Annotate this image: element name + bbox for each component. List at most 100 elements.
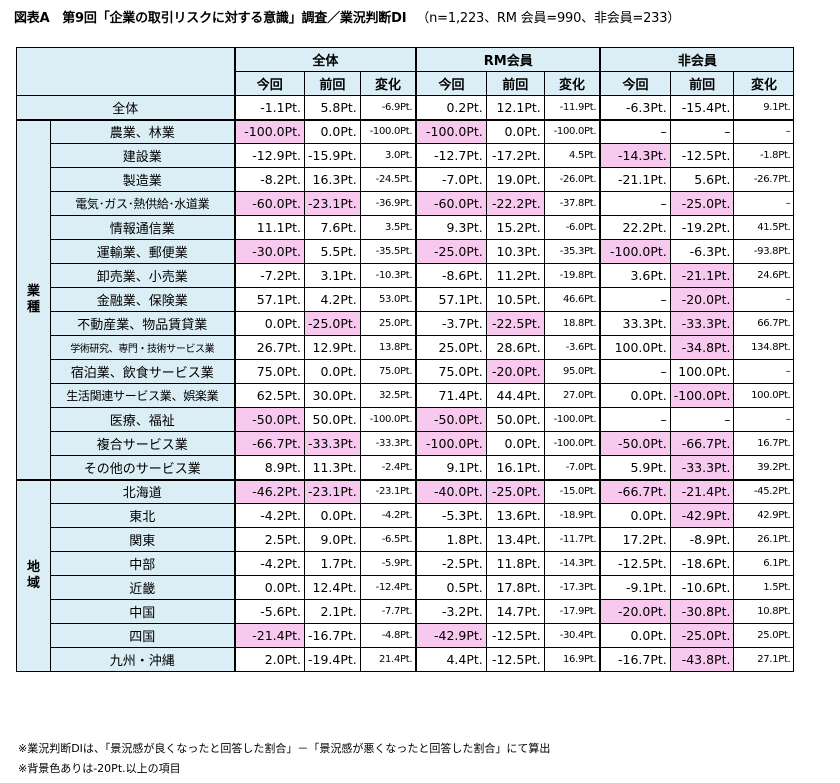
value-cell: -66.7Pt. <box>599 478 671 504</box>
value-cell: 0.0Pt. <box>599 383 671 408</box>
value-cell: -15.0Pt. <box>543 478 601 504</box>
value-cell: 16.7Pt. <box>733 431 795 456</box>
value-cell: 25.0Pt. <box>733 623 795 648</box>
value-cell: 9.0Pt. <box>304 527 361 552</box>
value-cell: 46.6Pt. <box>543 287 601 312</box>
value-cell: -11.9Pt. <box>543 95 601 120</box>
value-cell: – <box>733 118 795 144</box>
row-label: 建設業 <box>50 143 235 168</box>
value-cell: 1.5Pt. <box>733 575 795 600</box>
value-cell: -10.6Pt. <box>669 575 735 600</box>
value-cell: -60.0Pt. <box>233 191 305 216</box>
value-cell: 57.1Pt. <box>233 287 305 312</box>
value-cell: 27.0Pt. <box>543 383 601 408</box>
value-cell: -21.4Pt. <box>233 623 305 648</box>
row-label: 九州・沖縄 <box>50 647 235 672</box>
group-header: 非会員 <box>599 47 795 72</box>
value-cell: – <box>733 359 795 384</box>
value-cell: -60.0Pt. <box>415 191 487 216</box>
value-cell: 66.7Pt. <box>733 311 795 336</box>
value-cell: -6.3Pt. <box>599 95 671 120</box>
value-cell: 5.5Pt. <box>304 239 361 264</box>
value-cell: 100.0Pt. <box>669 359 735 384</box>
value-cell: -19.8Pt. <box>543 263 601 288</box>
value-cell: -33.3Pt. <box>359 431 417 456</box>
value-cell: 42.9Pt. <box>733 503 795 528</box>
value-cell: 0.5Pt. <box>415 575 487 600</box>
value-cell: 5.6Pt. <box>669 167 735 192</box>
value-cell: -23.1Pt. <box>304 478 361 504</box>
value-cell: 6.1Pt. <box>733 551 795 576</box>
value-cell: -21.1Pt. <box>669 263 735 288</box>
value-cell: – <box>733 407 795 432</box>
value-cell: -19.4Pt. <box>304 647 361 672</box>
value-cell: 62.5Pt. <box>233 383 305 408</box>
value-cell: -6.9Pt. <box>359 95 417 120</box>
value-cell: -25.0Pt. <box>415 239 487 264</box>
value-cell: 0.0Pt. <box>485 118 545 144</box>
period-header: 前回 <box>304 71 361 96</box>
value-cell: -14.3Pt. <box>543 551 601 576</box>
value-cell: -100.0Pt. <box>359 118 417 144</box>
value-cell: 12.1Pt. <box>485 95 545 120</box>
value-cell: -40.0Pt. <box>415 478 487 504</box>
value-cell: – <box>599 191 671 216</box>
value-cell: 21.4Pt. <box>359 647 417 672</box>
table-row: 金融業、保険業 57.1Pt. 4.2Pt. 53.0Pt. 57.1Pt. 10.5Pt… <box>17 287 795 312</box>
group-header: RM会員 <box>415 47 601 72</box>
value-cell: 1.8Pt. <box>415 527 487 552</box>
value-cell: 5.8Pt. <box>304 95 361 120</box>
value-cell: -12.5Pt. <box>485 647 545 672</box>
value-cell: -100.0Pt. <box>233 118 305 144</box>
value-cell: -1.1Pt. <box>233 95 305 120</box>
row-label: 金融業、保険業 <box>50 287 235 312</box>
table-row: 関東 2.5Pt. 9.0Pt. -6.5Pt. 1.8Pt. 13.4Pt. -11.7P… <box>17 527 795 552</box>
value-cell: -100.0Pt. <box>669 383 735 408</box>
value-cell: 12.9Pt. <box>304 335 361 360</box>
value-cell: -26.7Pt. <box>733 167 795 192</box>
value-cell: -45.2Pt. <box>733 478 795 504</box>
value-cell: 11.3Pt. <box>304 455 361 480</box>
table-row: 宿泊業、飲食サービス業 75.0Pt. 0.0Pt. 75.0Pt. 75.0Pt. -2… <box>17 359 795 384</box>
value-cell: 17.8Pt. <box>485 575 545 600</box>
value-cell: 26.1Pt. <box>733 527 795 552</box>
value-cell: -43.8Pt. <box>669 647 735 672</box>
period-header: 変化 <box>543 71 601 96</box>
value-cell: -6.5Pt. <box>359 527 417 552</box>
value-cell: 24.6Pt. <box>733 263 795 288</box>
value-cell: -7.7Pt. <box>359 599 417 624</box>
value-cell: 75.0Pt. <box>359 359 417 384</box>
value-cell: -33.3Pt. <box>669 455 735 480</box>
row-label: 不動産業、物品賃貸業 <box>50 311 235 336</box>
value-cell: -100.0Pt. <box>415 118 487 144</box>
value-cell: -7.0Pt. <box>415 167 487 192</box>
value-cell: -50.0Pt. <box>599 431 671 456</box>
value-cell: 0.0Pt. <box>304 359 361 384</box>
note-highlight-meaning: ※背景色ありは-20Pt.以上の項目 <box>18 762 181 775</box>
value-cell: 13.8Pt. <box>359 335 417 360</box>
value-cell: -42.9Pt. <box>669 503 735 528</box>
value-cell: 0.0Pt. <box>599 503 671 528</box>
row-label: 全体 <box>16 95 235 120</box>
value-cell: 100.0Pt. <box>733 383 795 408</box>
value-cell: 10.8Pt. <box>733 599 795 624</box>
value-cell: -100.0Pt. <box>543 118 601 144</box>
value-cell: -36.9Pt. <box>359 191 417 216</box>
value-cell: -24.5Pt. <box>359 167 417 192</box>
value-cell: 28.6Pt. <box>485 335 545 360</box>
period-header: 変化 <box>733 71 795 96</box>
value-cell: -3.2Pt. <box>415 599 487 624</box>
value-cell: – <box>599 359 671 384</box>
value-cell: 15.2Pt. <box>485 215 545 240</box>
value-cell: 12.4Pt. <box>304 575 361 600</box>
table-row: その他のサービス業 8.9Pt. 11.3Pt. -2.4Pt. 9.1Pt. 16.1P… <box>17 455 795 480</box>
value-cell: -7.2Pt. <box>233 263 305 288</box>
value-cell: – <box>733 287 795 312</box>
value-cell: 1.7Pt. <box>304 551 361 576</box>
value-cell: 33.3Pt. <box>599 311 671 336</box>
value-cell: -5.9Pt. <box>359 551 417 576</box>
value-cell: 3.6Pt. <box>599 263 671 288</box>
table-row: 九州・沖縄 2.0Pt. -19.4Pt. 21.4Pt. 4.4Pt. -12.5Pt.… <box>17 647 795 672</box>
value-cell: -7.0Pt. <box>543 455 601 480</box>
row-label: 関東 <box>50 527 235 552</box>
